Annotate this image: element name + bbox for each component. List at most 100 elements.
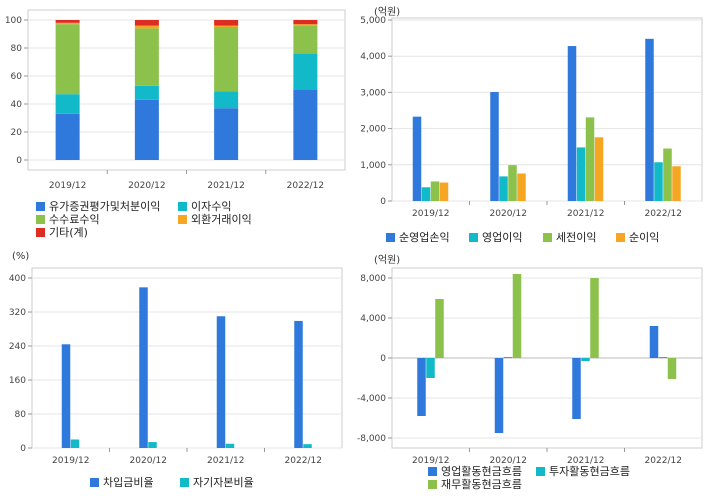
x-tick-label: 2020/12	[128, 181, 165, 191]
bar	[134, 99, 159, 160]
income-unit-label: (억원)	[374, 7, 401, 18]
legend-label: 순이익	[629, 231, 660, 244]
ratio-legend: 차입금비율 자기자본비율	[0, 248, 360, 496]
bar	[70, 439, 80, 448]
legend-label: 차입금비율	[103, 476, 154, 489]
legend-swatch	[180, 477, 189, 487]
bar	[61, 344, 71, 448]
bar	[214, 25, 239, 27]
legend-item: 외환거래이익	[178, 211, 252, 227]
bar	[55, 20, 80, 23]
y-tick-label: 20	[11, 128, 23, 138]
legend-item: 세전이익	[543, 229, 596, 245]
legend-swatch	[178, 201, 187, 211]
bar	[55, 113, 80, 160]
legend-swatch	[543, 232, 552, 242]
bar	[426, 358, 435, 378]
bar	[508, 165, 517, 201]
income-plot: 0 1,000 2,000 3,000 4,000 5,000 2019/12 2020/12…	[360, 16, 703, 219]
legend-item: 자기자본비율	[180, 474, 254, 490]
bar	[139, 287, 148, 448]
bar	[412, 116, 422, 201]
x-tick-label: 2019/12	[49, 181, 86, 191]
legend-label: 순영업손익	[399, 231, 450, 244]
revenue-composition-plot: 0 20 40 60 80 100 2019/12 2020/12 2021/12 2022/12	[5, 9, 346, 191]
y-tick-label: 0	[380, 354, 386, 364]
y-tick-label: 60	[11, 72, 23, 82]
bar	[293, 24, 318, 26]
x-tick-label: 2020/12	[490, 456, 527, 466]
bar	[517, 173, 526, 201]
legend-swatch	[36, 214, 45, 224]
y-tick-label: -8,000	[357, 434, 386, 444]
x-tick-label: 2022/12	[285, 456, 322, 466]
legend-item: 영업이익	[469, 229, 522, 245]
y-tick-label: 8,000	[360, 274, 386, 284]
bar	[503, 357, 513, 358]
bar	[294, 320, 303, 448]
bar	[439, 182, 449, 201]
bar	[293, 20, 318, 25]
legend-label: 수수료수익	[49, 213, 100, 226]
x-tick-label: 2021/12	[207, 456, 244, 466]
x-tick-label: 2021/12	[567, 456, 604, 466]
legend-item: 이자수익	[178, 198, 231, 214]
bar	[512, 274, 522, 358]
legend-swatch	[469, 232, 478, 242]
legend-swatch	[90, 477, 99, 487]
x-tick-label: 2020/12	[490, 209, 527, 219]
legend-item: 차입금비율	[90, 474, 154, 490]
plot-frame	[31, 267, 343, 449]
ratio-unit-label: (%)	[12, 251, 30, 262]
bar	[55, 94, 80, 114]
legend-item: 순이익	[616, 229, 659, 245]
legend-swatch	[36, 227, 45, 237]
legend-label: 투자활동현금흐름	[549, 465, 630, 478]
bar	[421, 187, 431, 201]
legend-label: 영업활동현금흐름	[441, 465, 522, 478]
bar	[134, 20, 159, 26]
bar	[134, 25, 159, 29]
bar	[214, 91, 239, 109]
bar	[214, 20, 239, 26]
x-tick-label: 2019/12	[52, 456, 89, 466]
y-tick-label: 2,000	[360, 125, 386, 135]
bar	[672, 166, 681, 201]
legend-item: 수수료수익	[36, 211, 100, 227]
y-tick-label: 5,000	[360, 16, 386, 26]
bar	[658, 357, 668, 358]
legend-item: 영업활동현금흐름	[428, 463, 522, 479]
legend-swatch	[616, 232, 625, 242]
x-tick-label: 2021/12	[567, 209, 604, 219]
x-tick-label: 2022/12	[645, 209, 682, 219]
bar	[499, 176, 508, 201]
legend-label: 외환거래이익	[191, 213, 252, 226]
bar	[134, 85, 159, 100]
bar	[417, 358, 426, 416]
x-tick-label: 2021/12	[207, 181, 244, 191]
bar	[435, 299, 444, 358]
y-tick-label: 240	[9, 342, 26, 352]
bar	[594, 137, 604, 201]
bar	[567, 46, 577, 202]
income-chart: (억원) 0 1,000 2,000 3,000 4,000 5,000 2019/12 20…	[360, 0, 720, 248]
y-tick-label: 4,000	[360, 314, 386, 324]
legend-label: 재무활동현금흐름	[441, 478, 522, 491]
legend-label: 기타(계)	[49, 226, 88, 239]
legend-label: 세전이익	[556, 231, 597, 244]
y-tick-label: 0	[20, 444, 26, 454]
legend-label: 이자수익	[191, 200, 232, 213]
bar	[494, 358, 504, 433]
bar	[55, 24, 80, 95]
bar	[148, 442, 157, 448]
x-tick-label: 2019/12	[412, 456, 449, 466]
legend-swatch	[428, 479, 437, 489]
bar	[590, 278, 599, 358]
ratio-plot: 0 80 160 240 320 400 2019/12 2020/12 2021/12 2022…	[9, 267, 343, 466]
revenue-composition-chart: 0 20 40 60 80 100 2019/12 2020/12 2021/12 2022/12…	[0, 0, 360, 248]
legend-label: 자기자본비율	[193, 476, 254, 489]
legend-item: 재무활동현금흐름	[428, 476, 522, 492]
y-tick-label: 400	[9, 274, 26, 284]
y-tick-label: 0	[16, 156, 22, 166]
